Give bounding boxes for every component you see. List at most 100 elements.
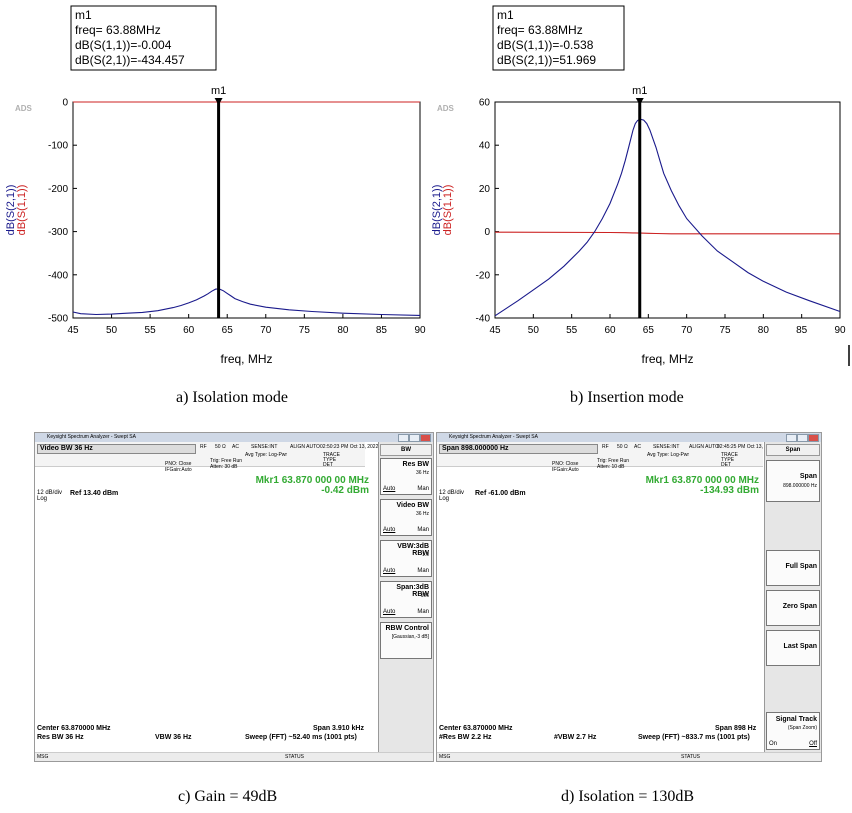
softkey-panel: Span Span 898.000000 Hz Full Span Zero S… [764,442,821,752]
type-label: TYPE [323,457,337,463]
x-tick-label: 75 [299,325,311,336]
softkey-label: Last Span [783,643,817,650]
softkey-man: Man [417,568,429,574]
softkey-value: [Gaussian,-3 dB] [391,634,429,640]
x-tick-label: 85 [376,325,388,336]
coupling-setting: AC [634,444,641,450]
marker-readout-line: freq= 63.88MHz [75,23,161,37]
caption-isolation: d) Isolation = 130dB [561,788,695,805]
softkey-value: 1.0 [422,552,429,558]
marker-readout-line: dB(S(2,1))=51.969 [497,53,596,67]
scale-type: Log [37,496,48,502]
y-tick-label: -500 [48,314,68,325]
caption-isolation-mode: a) Isolation mode [176,389,288,406]
y-axis-label-line: dB(S(2,1)) [431,185,443,236]
y-tick-label: -200 [48,184,68,195]
timestamp: 02:50:23 PM Oct 13, 2022 [320,444,379,450]
center-frequency: Center 63.870000 MHz [439,725,513,732]
x-tick-label: 60 [183,325,195,336]
plot-frame [72,101,421,319]
y-tick-label: -300 [48,227,68,238]
softkey-auto: Auto [383,568,396,574]
x-tick-label: 45 [67,325,79,336]
softkey-label: VBW:3dB RBW [397,543,429,557]
marker-readout-line: m1 [75,8,92,22]
close-button[interactable] [420,434,431,442]
y-tick-label: -40 [476,314,491,325]
softkey-span-rbw[interactable]: Span:3dB RBW 106 Auto Man [380,581,432,618]
x-tick-label: 85 [796,325,808,336]
msg-label: MSG [37,754,49,760]
softkey-vbw-rbw[interactable]: VBW:3dB RBW 1.0 Auto Man [380,540,432,577]
y-tick-label: 0 [484,227,490,238]
softkey-value: (Span Zoom) [787,725,817,731]
marker-readout-box [70,5,217,71]
sweep-time: Sweep (FFT) ~833.7 ms (1001 pts) [638,734,750,741]
softkey-panel: BW Res BW 36 Hz Auto Man Video BW 36 Hz … [378,442,433,752]
reference-level: Ref -61.00 dBm [475,490,526,497]
sense-setting: SENSE:INT [251,444,278,450]
softkey-label: Full Span [785,563,818,570]
softkey-auto: Auto [383,486,396,492]
softkey-auto: Auto [383,609,396,615]
impedance-setting: 50 Ω [617,444,628,450]
softkey-label: Zero Span [782,603,817,610]
status-bar: MSG STATUS [35,752,433,761]
ads-watermark: ADS [15,104,33,113]
softkey-on: On [769,741,778,747]
active-function-button[interactable]: Span 898.000000 Hz [439,444,598,454]
softkey-value: 898.000000 Hz [783,483,817,489]
span-readout: Span 898 Hz [715,725,757,732]
marker-amplitude-readout: -134.93 dBm [700,485,759,496]
active-function-button[interactable]: Video BW 36 Hz [37,444,196,454]
window-title: Keysight Spectrum Analyzer - Swept SA [437,433,821,442]
sweep-time: Sweep (FFT) ~52.40 ms (1001 pts) [245,734,357,741]
softkey-last-span[interactable]: Last Span [766,630,820,666]
caption-gain: c) Gain = 49dB [178,788,278,805]
status-label: STATUS [285,754,304,760]
rf-setting: RF [200,444,207,450]
softkey-full-span[interactable]: Full Span [766,550,820,586]
maximize-button[interactable] [409,434,420,442]
softkey-res-bw[interactable]: Res BW 36 Hz Auto Man [380,458,432,495]
minimize-button[interactable] [786,434,797,442]
window-title: Keysight Spectrum Analyzer - Swept SA [35,433,433,442]
marker-frequency-readout: Mkr1 63.870 000 00 MHz [255,475,369,486]
trace-label: TRACE [721,452,738,458]
avg-type: Avg Type: Log-Pwr [647,452,690,458]
timestamp: 02:45:25 PM Oct 13, 2022 [717,444,776,450]
align-setting: ALIGN AUTO [689,444,719,450]
coupling-setting: AC [232,444,239,450]
marker-triangle-icon [214,98,223,105]
y-tick-label: 0 [62,98,68,109]
y-tick-label: -400 [48,270,68,281]
x-tick-label: 65 [222,325,234,336]
softkey-zero-span[interactable]: Zero Span [766,590,820,626]
softkey-label: Span [799,473,817,480]
marker-readout-line: dB(S(2,1))=-434.457 [75,53,185,67]
x-tick-label: 70 [260,325,272,336]
x-tick-label: 55 [145,325,157,336]
align-setting: ALIGN AUTO [290,444,320,450]
y-axis-label-line: dB(S(1,1)) [16,185,28,236]
type-label: TYPE [721,457,735,463]
x-axis-label: freq, MHz [641,352,693,366]
softkey-value: 36 Hz [415,511,429,517]
softkey-value: 106 [420,593,429,599]
settings-bar: Video BW 36 Hz RF 50 Ω AC SENSE:INT ALIG… [35,442,378,473]
softkey-label: Signal Track [775,716,817,723]
softkey-video-bw[interactable]: Video BW 36 Hz Auto Man [380,499,432,536]
softkey-span[interactable]: Span 898.000000 Hz [766,460,820,502]
trigger: Trig: Free Run [597,458,630,464]
minimize-button[interactable] [398,434,409,442]
resolution-bandwidth: #Res BW 2.2 Hz [439,734,492,741]
close-button[interactable] [808,434,819,442]
softkey-man: Man [417,609,429,615]
x-tick-label: 80 [337,325,349,336]
marker-readout-box [492,5,625,71]
y-tick-label: 60 [479,98,491,109]
maximize-button[interactable] [797,434,808,442]
marker-readout-line: m1 [497,8,514,22]
softkey-signal-track[interactable]: Signal Track (Span Zoom) On Off [766,712,820,750]
softkey-rbw-control[interactable]: RBW Control [Gaussian,-3 dB] [380,622,432,659]
